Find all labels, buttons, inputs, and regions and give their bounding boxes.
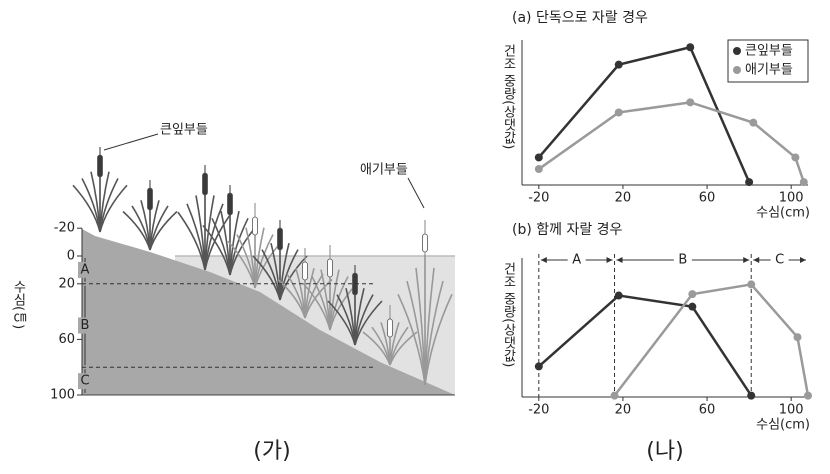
spike: [203, 173, 208, 195]
spike: [278, 228, 283, 250]
x-tick-label: 20: [615, 403, 632, 418]
zone-label: A: [81, 262, 90, 277]
zone-label: B: [678, 253, 687, 268]
legend-swatch: [733, 66, 741, 74]
x-axis-label: 수심(cm): [756, 206, 810, 221]
data-point: [793, 333, 801, 341]
depth-axis-label: 수심(㎝): [11, 280, 27, 329]
data-point: [688, 303, 696, 311]
legend-swatch: [733, 47, 741, 55]
y-tick-label: 20: [58, 276, 75, 291]
x-tick-label: 60: [699, 191, 716, 206]
zone-label: B: [81, 318, 90, 333]
series-line: [539, 102, 804, 182]
plant-label: 큰잎부들: [160, 123, 208, 138]
caption: (나): [646, 439, 683, 464]
spike: [303, 262, 308, 280]
legend-label: 큰잎부들: [745, 44, 793, 59]
spike: [328, 259, 333, 277]
zone-label: C: [775, 253, 784, 268]
y-tick-label: 0: [67, 249, 75, 264]
spike: [423, 234, 428, 252]
data-point: [615, 109, 623, 117]
y-tick-label: 100: [50, 388, 75, 403]
data-point: [745, 178, 753, 186]
leader-line: [104, 134, 158, 150]
data-point: [747, 392, 755, 400]
spike: [253, 217, 258, 235]
series-line: [539, 47, 749, 182]
data-point: [749, 119, 757, 127]
legend-label: 애기부들: [745, 63, 793, 78]
data-point: [615, 61, 623, 69]
series-line: [615, 284, 808, 395]
data-point: [611, 392, 619, 400]
spike: [228, 193, 233, 215]
leader-line: [408, 178, 424, 208]
spike: [148, 188, 153, 210]
chart-title: (b) 함께 자랄 경우: [512, 222, 623, 238]
data-point: [615, 292, 623, 300]
spike: [388, 319, 393, 337]
figure: 수심(㎝) 큰잎부들 애기부들 (가) (나) -20 0 20 60 100 A B C (a…: [0, 0, 830, 474]
plant-label: 애기부들: [360, 163, 408, 178]
x-tick-label: -20: [528, 191, 549, 206]
data-point: [791, 153, 799, 161]
x-tick-label: -20: [528, 403, 549, 418]
data-point: [747, 280, 755, 288]
data-point: [688, 290, 696, 298]
data-point: [800, 178, 808, 186]
data-point: [686, 43, 694, 51]
x-tick-label: 20: [615, 191, 632, 206]
caption: (가): [253, 439, 290, 464]
illustration: [82, 229, 455, 395]
data-point: [535, 362, 543, 370]
y-axis-label: 건조 중량(상댓값): [501, 44, 516, 149]
spike: [98, 155, 103, 177]
data-point: [535, 153, 543, 161]
data-point: [535, 165, 543, 173]
zone-label: A: [572, 253, 581, 268]
x-tick-label: 100: [779, 403, 804, 418]
x-tick-label: 60: [699, 403, 716, 418]
series-line: [539, 296, 751, 396]
x-tick-label: 100: [779, 191, 804, 206]
data-point: [804, 392, 812, 400]
y-tick-label: 60: [58, 332, 75, 347]
chart-title: (a) 단독으로 자랄 경우: [512, 10, 648, 26]
zone-label: C: [80, 374, 89, 389]
y-tick-label: -20: [54, 221, 75, 236]
x-axis-label: 수심(cm): [756, 418, 810, 433]
data-point: [686, 98, 694, 106]
y-axis-label: 건조 중량(상댓값): [501, 262, 516, 367]
